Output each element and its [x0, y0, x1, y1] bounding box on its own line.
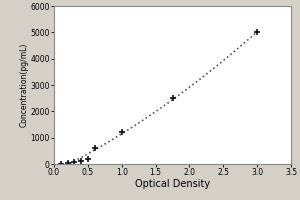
X-axis label: Optical Density: Optical Density — [135, 179, 210, 189]
Y-axis label: Concentration(pg/mL): Concentration(pg/mL) — [20, 43, 29, 127]
